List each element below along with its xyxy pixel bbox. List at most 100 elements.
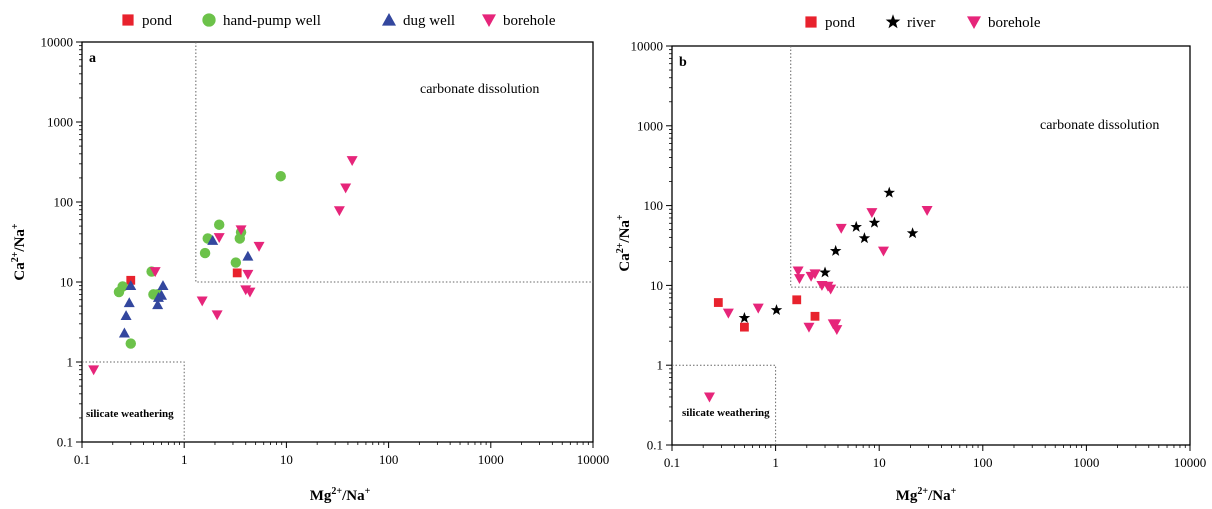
data-point-pond: [232, 268, 242, 278]
x-tick-label: 0.1: [664, 455, 680, 470]
chart-panel-b: 0.10.1 1 1 10 10 100 100 1000 1000 10000 10000 b car…: [615, 14, 1206, 504]
legend-marker-borehole: [967, 16, 981, 29]
legend-label: dug well: [403, 13, 455, 29]
data-point-dug-well: [157, 280, 169, 291]
x-tick-label: 100: [973, 455, 993, 470]
data-point-river: [850, 220, 862, 232]
data-point-borehole: [235, 225, 247, 236]
chart-panel-a: 0.10.1 1 1 10 10 100 100 1000 1000 10000 10000 a car…: [10, 13, 609, 504]
data-point-borehole: [211, 310, 223, 321]
y-tick-label: 0.1: [57, 435, 73, 450]
data-point-borehole: [244, 287, 256, 298]
data-point-borehole: [831, 325, 843, 336]
legend-marker-river: [885, 14, 901, 29]
legend: pond river borehole: [805, 14, 1041, 31]
plot-frame: [671, 45, 1191, 446]
legend-label: pond: [142, 13, 173, 29]
legend-label: hand-pump well: [223, 13, 321, 29]
y-tick-label: 10: [650, 278, 663, 293]
data-point-borehole: [149, 267, 161, 278]
y-tick-label: 0.1: [647, 438, 663, 453]
y-tick-label: 1: [657, 358, 664, 373]
silicate-weathering-label: silicate weathering: [86, 408, 174, 420]
carbonate-dissolution-label: carbonate dissolution: [420, 82, 539, 97]
y-tick-label: 10000: [41, 35, 74, 50]
data-point-dug-well: [118, 327, 130, 338]
data-point-pond: [792, 295, 802, 305]
data-point-hand-pump-well: [213, 219, 225, 230]
y-tick-label: 100: [54, 195, 74, 210]
data-point-dug-well: [156, 289, 168, 300]
data-point-river: [883, 186, 895, 198]
data-point-borehole: [242, 269, 254, 280]
data-point-river: [868, 216, 881, 228]
data-point-dug-well: [207, 235, 219, 245]
data-point-borehole: [835, 223, 847, 234]
data-point-dug-well: [125, 280, 137, 291]
y-tick-label: 100: [644, 198, 664, 213]
data-point-borehole: [793, 274, 805, 285]
data-point-hand-pump-well: [230, 257, 242, 268]
data-point-borehole: [722, 308, 734, 319]
data-point-hand-pump-well: [125, 338, 136, 349]
data-point-hand-pump-well: [117, 281, 128, 292]
data-point-river: [906, 227, 919, 239]
carbonate-region-boundary: [790, 46, 1190, 288]
legend-marker-pond: [805, 16, 817, 28]
panel-label: b: [679, 55, 687, 70]
panel-label: a: [89, 51, 96, 66]
x-tick-label: 10: [873, 455, 886, 470]
data-point-hand-pump-well: [199, 247, 211, 259]
legend-label: river: [907, 15, 935, 31]
x-tick-label: 1: [181, 452, 188, 467]
plot-frame: [81, 41, 594, 443]
x-tick-label: 10000: [577, 452, 610, 467]
y-axis-title: Ca2+/Na+: [10, 223, 28, 281]
data-point-borehole: [253, 241, 265, 252]
data-point-borehole: [196, 296, 208, 307]
y-tick-label: 1: [67, 355, 74, 370]
data-point-pond: [810, 311, 820, 321]
legend-marker-dug-well: [382, 13, 396, 26]
y-axis-title: Ca2+/Na+: [615, 214, 633, 272]
data-point-borehole: [809, 269, 821, 280]
data-point-borehole: [346, 156, 358, 167]
data-point-dug-well: [152, 299, 164, 310]
data-point-pond: [740, 322, 749, 332]
silicate-region-boundary: [82, 361, 185, 442]
data-point-pond: [713, 298, 723, 307]
silicate-weathering-label: silicate weathering: [682, 407, 770, 419]
data-point-borehole: [825, 284, 837, 295]
data-point-dug-well: [123, 297, 135, 308]
data-point-borehole: [921, 206, 933, 216]
x-axis-title: Mg2+/Na+: [310, 486, 371, 504]
data-point-borehole: [703, 392, 715, 403]
legend-marker-hand-pump-well: [202, 13, 216, 27]
legend: pond hand-pump well dug well borehole: [122, 13, 556, 29]
y-tick-label: 1000: [637, 118, 663, 133]
data-point-borehole: [792, 266, 804, 277]
legend-label: borehole: [988, 15, 1041, 31]
legend-label: borehole: [503, 13, 556, 29]
carbonate-region-boundary: [195, 42, 593, 283]
silicate-region-boundary: [672, 364, 777, 445]
x-tick-label: 10: [280, 452, 293, 467]
x-tick-label: 10000: [1174, 455, 1207, 470]
legend-label: pond: [825, 15, 856, 31]
data-point-borehole: [340, 183, 352, 194]
x-tick-label: 0.1: [74, 452, 90, 467]
x-tick-label: 100: [379, 452, 399, 467]
y-tick-label: 10: [60, 275, 73, 290]
data-point-hand-pump-well: [275, 170, 286, 182]
x-tick-label: 1000: [478, 452, 504, 467]
data-point-borehole: [803, 322, 815, 333]
data-point-borehole: [877, 246, 889, 257]
x-tick-label: 1: [772, 455, 779, 470]
data-point-borehole: [752, 303, 764, 314]
data-point-river: [829, 244, 842, 256]
x-tick-label: 1000: [1073, 455, 1099, 470]
data-point-borehole: [830, 319, 842, 330]
carbonate-dissolution-label: carbonate dissolution: [1040, 118, 1159, 133]
y-tick-label: 1000: [47, 115, 73, 130]
